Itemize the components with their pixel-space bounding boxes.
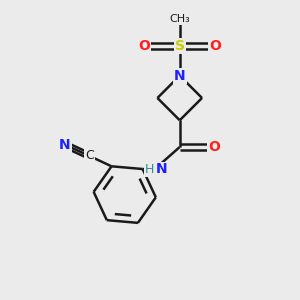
Text: O: O	[209, 39, 221, 53]
Text: S: S	[175, 39, 185, 53]
Text: N: N	[156, 162, 168, 176]
Text: CH₃: CH₃	[169, 14, 190, 24]
Text: N: N	[174, 69, 185, 83]
Text: C: C	[85, 149, 94, 162]
Text: O: O	[208, 140, 220, 154]
Text: N: N	[59, 138, 71, 152]
Text: O: O	[138, 39, 150, 53]
Text: H: H	[145, 163, 154, 176]
